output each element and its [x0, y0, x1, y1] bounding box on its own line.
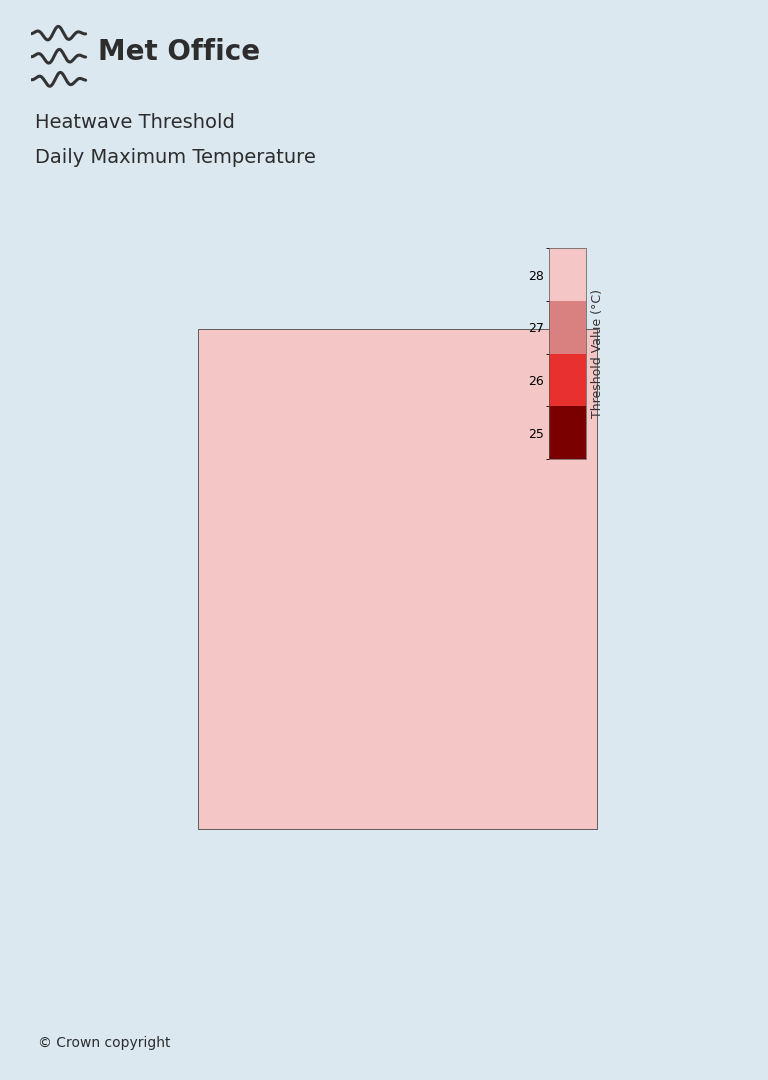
Text: Heatwave Threshold: Heatwave Threshold: [35, 112, 235, 132]
Text: Met Office: Met Office: [98, 38, 260, 66]
Y-axis label: Threshold Value (°C): Threshold Value (°C): [591, 289, 604, 418]
Text: Daily Maximum Temperature: Daily Maximum Temperature: [35, 148, 316, 166]
Bar: [198, 329, 598, 828]
Text: © Crown copyright: © Crown copyright: [38, 1036, 171, 1050]
